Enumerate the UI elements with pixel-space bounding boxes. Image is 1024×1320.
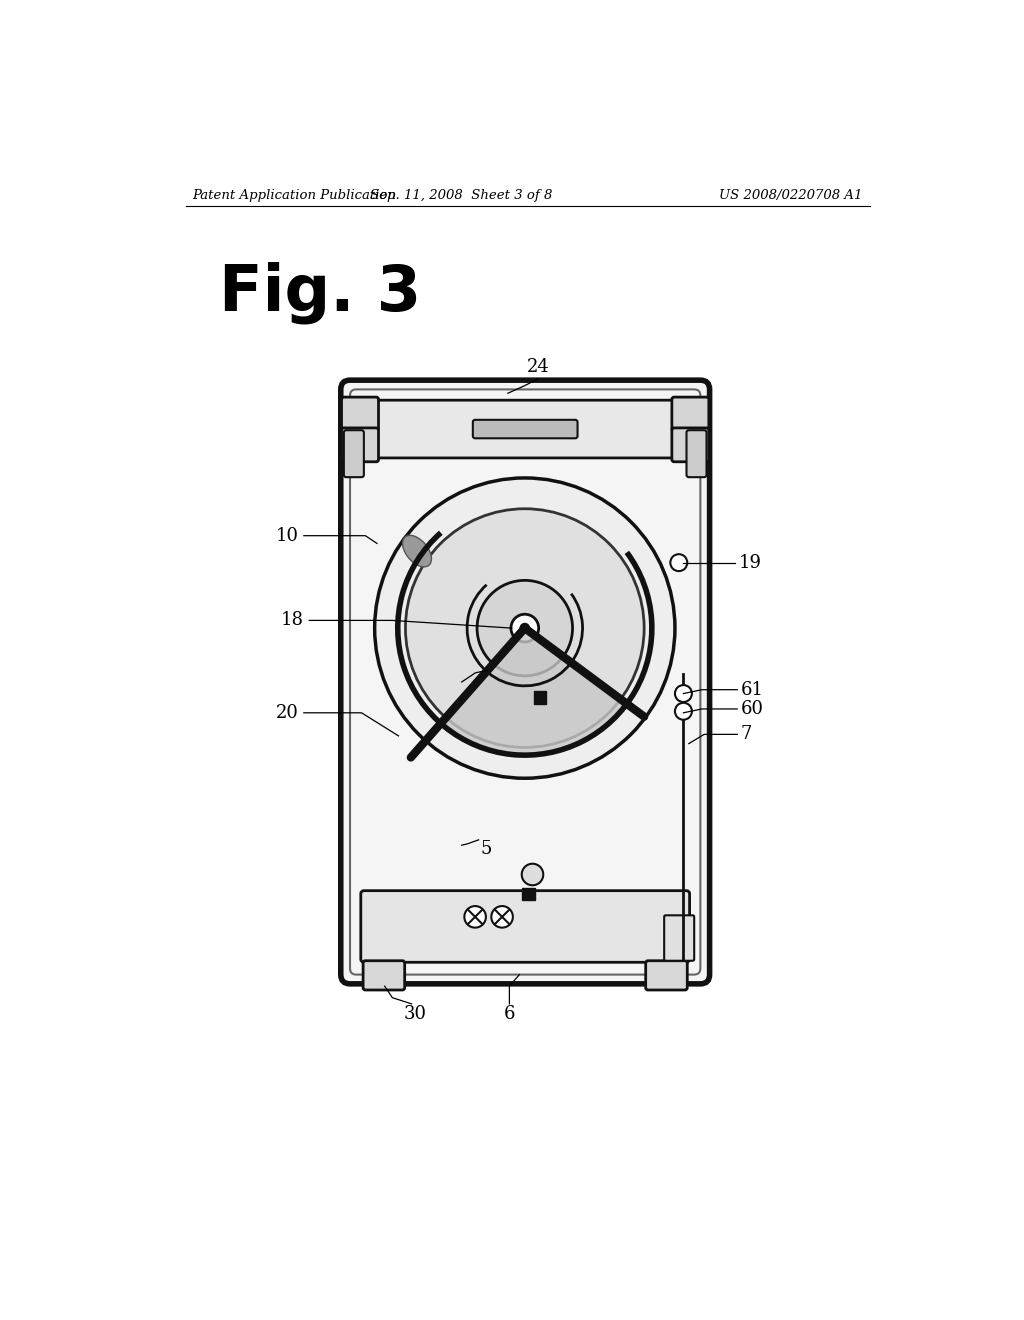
FancyBboxPatch shape <box>364 400 686 458</box>
Circle shape <box>477 581 572 676</box>
Text: 20: 20 <box>275 704 298 722</box>
FancyBboxPatch shape <box>341 380 710 983</box>
Text: 19: 19 <box>739 553 762 572</box>
Text: 18: 18 <box>281 611 304 630</box>
FancyBboxPatch shape <box>360 891 689 962</box>
Text: Fig. 3: Fig. 3 <box>219 261 421 325</box>
Circle shape <box>675 702 692 719</box>
Text: 60: 60 <box>740 700 764 718</box>
Text: 5: 5 <box>480 840 492 858</box>
FancyBboxPatch shape <box>665 915 694 961</box>
Bar <box>522 887 535 900</box>
Circle shape <box>464 906 486 928</box>
FancyBboxPatch shape <box>364 961 404 990</box>
FancyBboxPatch shape <box>344 430 364 478</box>
Bar <box>535 692 547 704</box>
FancyBboxPatch shape <box>646 961 687 990</box>
Text: Patent Application Publication: Patent Application Publication <box>193 189 396 202</box>
FancyBboxPatch shape <box>672 397 709 430</box>
FancyBboxPatch shape <box>686 430 707 478</box>
Circle shape <box>675 685 692 702</box>
Circle shape <box>671 554 687 572</box>
Circle shape <box>511 614 539 642</box>
FancyBboxPatch shape <box>473 420 578 438</box>
Circle shape <box>520 623 529 632</box>
Text: 24: 24 <box>527 358 550 376</box>
FancyBboxPatch shape <box>672 428 709 462</box>
FancyBboxPatch shape <box>342 428 379 462</box>
Text: 6: 6 <box>504 1006 515 1023</box>
Circle shape <box>375 478 675 779</box>
Circle shape <box>521 863 544 886</box>
FancyBboxPatch shape <box>342 397 379 430</box>
Text: 61: 61 <box>740 681 764 698</box>
Text: Sep. 11, 2008  Sheet 3 of 8: Sep. 11, 2008 Sheet 3 of 8 <box>371 189 553 202</box>
Circle shape <box>406 508 644 747</box>
Text: US 2008/0220708 A1: US 2008/0220708 A1 <box>719 189 862 202</box>
Polygon shape <box>440 628 627 755</box>
Text: 10: 10 <box>275 527 298 545</box>
Circle shape <box>492 906 513 928</box>
Text: 2: 2 <box>488 661 500 680</box>
Text: 7: 7 <box>740 726 752 743</box>
Text: 30: 30 <box>403 1006 427 1023</box>
Ellipse shape <box>402 536 431 566</box>
